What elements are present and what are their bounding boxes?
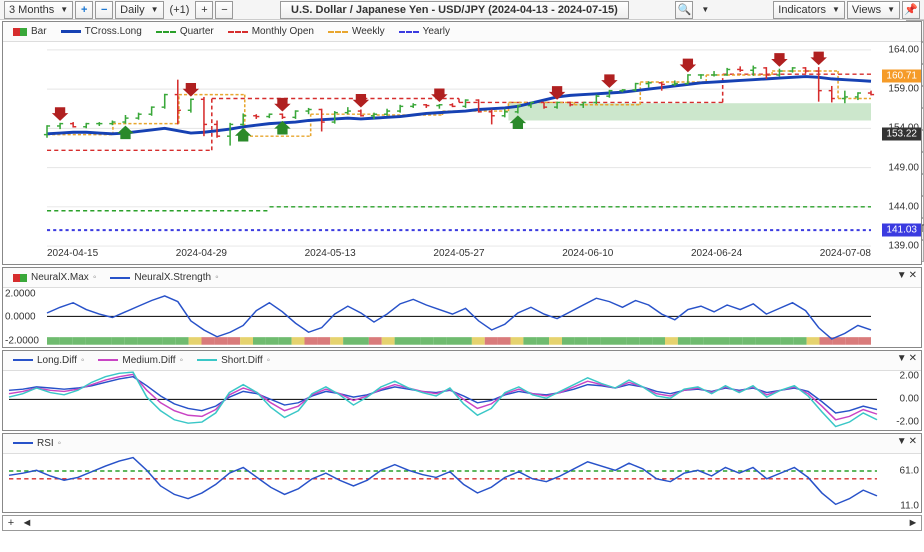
x-tick: 2024-05-27 <box>433 248 484 264</box>
legend-item: Short.Diff◦ <box>197 355 270 366</box>
rsi-plot[interactable] <box>9 454 877 511</box>
x-tick: 2024-07-08 <box>820 248 871 264</box>
y-tick: 61.0 <box>900 465 919 476</box>
panel-close-icon[interactable]: ✕ <box>909 353 917 364</box>
panel-close-icon[interactable]: ✕ <box>909 270 917 281</box>
scroll-home-icon[interactable]: + <box>3 517 19 529</box>
legend-item: Medium.Diff◦ <box>98 355 183 366</box>
legend-item: Yearly <box>399 26 450 37</box>
y-tick: 0.00 <box>900 394 919 405</box>
neuralx-y-axis: -2.0000 0.0000 2.0000 <box>3 288 45 347</box>
scroll-right-icon[interactable]: ► <box>905 517 921 529</box>
diff-legend: Long.Diff◦ Medium.Diff◦ Short.Diff◦ <box>3 351 921 371</box>
y-tick: 149.00 <box>888 162 919 173</box>
legend-item: Quarter <box>156 26 214 37</box>
panel-menu-icon[interactable]: ▼ <box>897 353 907 364</box>
add-button[interactable]: + <box>75 1 93 19</box>
search-menu-icon[interactable]: ▼ <box>701 5 709 14</box>
price-tag: 153.22 <box>882 128 921 141</box>
timeframe-dropdown[interactable]: 3 Months▼ <box>4 1 73 19</box>
panel-close-icon[interactable]: ✕ <box>909 436 917 447</box>
y-tick: 2.0000 <box>5 288 36 299</box>
main-plot-area[interactable] <box>47 42 871 246</box>
legend-item: NeuralX.Strength◦ <box>110 272 218 283</box>
rsi-legend: RSI◦ <box>3 434 921 454</box>
legend-item: Monthly Open <box>228 26 314 37</box>
x-tick: 2024-04-29 <box>176 248 227 264</box>
x-tick: 2024-06-24 <box>691 248 742 264</box>
x-tick: 2024-06-10 <box>562 248 613 264</box>
y-tick: 0.0000 <box>5 312 36 323</box>
legend-item: Long.Diff◦ <box>13 355 84 366</box>
offset-plus[interactable]: + <box>195 1 213 19</box>
offset-label: (+1) <box>166 4 194 16</box>
main-legend: Bar TCross.Long Quarter Monthly Open Weekly Y… <box>3 22 921 42</box>
y-tick: 11.0 <box>900 500 919 511</box>
interval-dropdown[interactable]: Daily▼ <box>115 1 163 19</box>
y-tick: 2.00 <box>900 371 919 382</box>
y-tick: 139.00 <box>888 241 919 252</box>
remove-button[interactable]: − <box>95 1 113 19</box>
price-chart-panel: Bar TCross.Long Quarter Monthly Open Weekly Y… <box>2 21 922 265</box>
x-tick: 2024-05-13 <box>305 248 356 264</box>
y-tick: 159.00 <box>888 84 919 95</box>
y-tick: -2.0000 <box>5 335 39 346</box>
diff-y-axis: -2.00 0.00 2.00 <box>879 371 921 428</box>
neuralx-legend: NeuralX.Max◦ NeuralX.Strength◦ <box>3 268 921 288</box>
indicators-dropdown[interactable]: Indicators▼ <box>773 1 845 19</box>
price-y-axis: 139.00144.00149.00154.00159.00164.00160.… <box>873 42 921 246</box>
date-x-axis: 2024-04-15 2024-04-29 2024-05-13 2024-05-27… <box>47 248 871 264</box>
top-toolbar: 3 Months▼ + − Daily▼ (+1) + − U.S. Dolla… <box>0 0 924 20</box>
legend-item: Bar <box>13 26 47 37</box>
views-dropdown[interactable]: Views▼ <box>847 1 900 19</box>
rsi-y-axis: 11.0 61.0 <box>879 454 921 511</box>
price-tag: 141.03 <box>882 224 921 237</box>
scroll-left-icon[interactable]: ◄ <box>19 517 35 529</box>
y-tick: 144.00 <box>888 201 919 212</box>
neuralx-panel: NeuralX.Max◦ NeuralX.Strength◦ ▼✕ -2.0000… <box>2 267 922 348</box>
panel-menu-icon[interactable]: ▼ <box>897 436 907 447</box>
chart-title: U.S. Dollar / Japanese Yen - USD/JPY (20… <box>280 1 629 19</box>
diff-panel: Long.Diff◦ Medium.Diff◦ Short.Diff◦ ▼✕ -2.… <box>2 350 922 431</box>
offset-minus[interactable]: − <box>215 1 233 19</box>
panel-menu-icon[interactable]: ▼ <box>897 270 907 281</box>
neuralx-plot[interactable] <box>47 288 871 345</box>
y-tick: -2.00 <box>896 416 919 427</box>
x-tick: 2024-04-15 <box>47 248 98 264</box>
price-tag: 160.71 <box>882 69 921 82</box>
legend-item: Weekly <box>328 26 385 37</box>
horizontal-scrollbar[interactable]: + ◄ ► <box>2 515 922 531</box>
rsi-panel: RSI◦ ▼✕ 11.0 61.0 <box>2 433 922 514</box>
unpin-button[interactable]: 📌 <box>902 1 920 19</box>
legend-item: NeuralX.Max◦ <box>13 272 96 283</box>
diff-plot[interactable] <box>9 371 877 428</box>
y-tick: 164.00 <box>888 44 919 55</box>
legend-item: RSI◦ <box>13 438 61 449</box>
legend-item: TCross.Long <box>61 26 142 37</box>
search-button[interactable]: 🔍 <box>675 1 693 19</box>
